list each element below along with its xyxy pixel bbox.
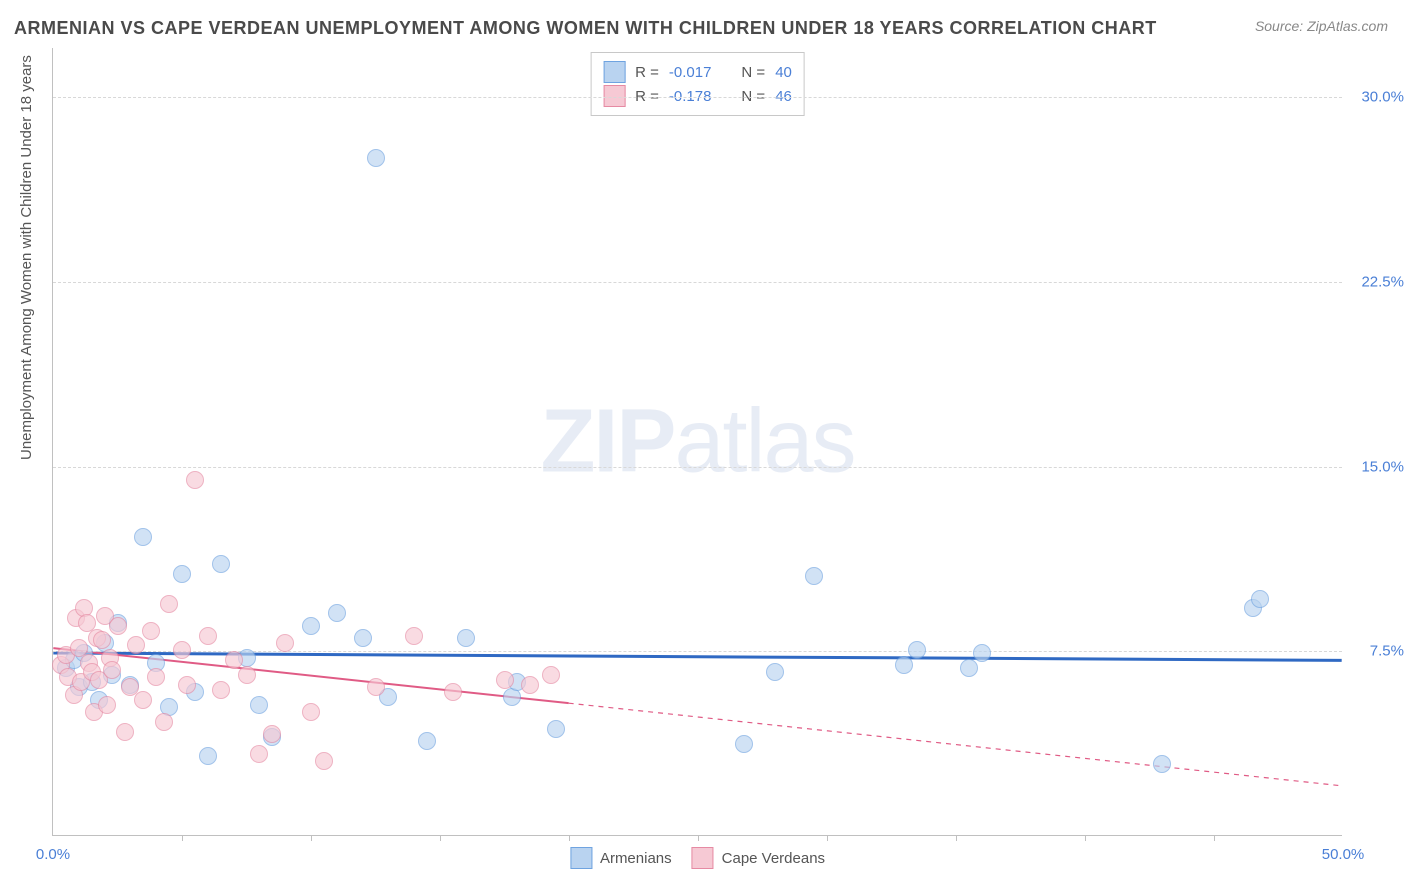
data-point (302, 617, 320, 635)
data-point (367, 678, 385, 696)
data-point (127, 636, 145, 654)
data-point (147, 668, 165, 686)
data-point (225, 651, 243, 669)
legend-label: Armenians (600, 850, 672, 867)
data-point (263, 725, 281, 743)
data-point (199, 627, 217, 645)
data-point (542, 666, 560, 684)
x-tick (440, 835, 441, 841)
legend-swatch (570, 847, 592, 869)
data-point (116, 723, 134, 741)
data-point (457, 629, 475, 647)
x-axis-min-label: 0.0% (36, 846, 70, 863)
data-point (134, 691, 152, 709)
legend-label: Cape Verdeans (722, 850, 825, 867)
x-tick (1214, 835, 1215, 841)
data-point (93, 631, 111, 649)
y-tick-label: 30.0% (1361, 89, 1404, 106)
legend-n-label: N = (741, 64, 765, 81)
scatter-plot-area: ZIPatlas R =-0.017N =40R =-0.178N =46 Ar… (52, 48, 1342, 836)
data-point (160, 595, 178, 613)
y-axis-label: Unemployment Among Women with Children U… (18, 55, 35, 460)
data-point (418, 732, 436, 750)
data-point (250, 696, 268, 714)
x-axis-max-label: 50.0% (1322, 846, 1365, 863)
data-point (98, 696, 116, 714)
data-point (496, 671, 514, 689)
data-point (973, 644, 991, 662)
data-point (960, 659, 978, 677)
legend-r-value: -0.178 (669, 88, 712, 105)
data-point (173, 641, 191, 659)
data-point (328, 604, 346, 622)
data-point (547, 720, 565, 738)
legend-row: R = -0.017 N = 40 (603, 61, 792, 83)
y-tick-label: 15.0% (1361, 458, 1404, 475)
data-point (908, 641, 926, 659)
legend-swatch (692, 847, 714, 869)
data-point (250, 745, 268, 763)
legend-r-label: R = (635, 64, 659, 81)
legend-r-value: -0.017 (669, 64, 712, 81)
data-point (367, 149, 385, 167)
legend-item: Cape Verdeans (692, 847, 825, 869)
legend-swatch (603, 61, 625, 83)
series-legend: Armenians Cape Verdeans (570, 847, 825, 869)
data-point (199, 747, 217, 765)
legend-n-value: 40 (775, 64, 792, 81)
x-tick (182, 835, 183, 841)
trend-line-dashed (569, 703, 1342, 786)
correlation-legend: R = -0.017 N = 40 R = -0.178 N = 46 (590, 52, 805, 116)
legend-row: R = -0.178 N = 46 (603, 85, 792, 107)
data-point (276, 634, 294, 652)
data-point (212, 555, 230, 573)
x-tick (1085, 835, 1086, 841)
data-point (142, 622, 160, 640)
data-point (238, 666, 256, 684)
watermark: ZIPatlas (540, 390, 854, 493)
data-point (766, 663, 784, 681)
x-tick (311, 835, 312, 841)
data-point (354, 629, 372, 647)
data-point (186, 471, 204, 489)
data-point (521, 676, 539, 694)
data-point (735, 735, 753, 753)
y-tick-label: 22.5% (1361, 273, 1404, 290)
chart-title: ARMENIAN VS CAPE VERDEAN UNEMPLOYMENT AM… (14, 18, 1157, 39)
x-tick (569, 835, 570, 841)
legend-r-label: R = (635, 88, 659, 105)
x-tick (827, 835, 828, 841)
legend-item: Armenians (570, 847, 672, 869)
data-point (173, 565, 191, 583)
data-point (315, 752, 333, 770)
data-point (302, 703, 320, 721)
data-point (895, 656, 913, 674)
data-point (109, 617, 127, 635)
data-point (155, 713, 173, 731)
data-point (1251, 590, 1269, 608)
data-point (103, 661, 121, 679)
grid-line (53, 282, 1342, 283)
data-point (212, 681, 230, 699)
data-point (805, 567, 823, 585)
data-point (134, 528, 152, 546)
grid-line (53, 97, 1342, 98)
y-tick-label: 7.5% (1370, 643, 1404, 660)
x-tick (956, 835, 957, 841)
data-point (1153, 755, 1171, 773)
data-point (444, 683, 462, 701)
trend-lines-layer (53, 48, 1342, 835)
source-attribution: Source: ZipAtlas.com (1255, 18, 1388, 34)
grid-line (53, 467, 1342, 468)
x-tick (698, 835, 699, 841)
legend-n-value: 46 (775, 88, 792, 105)
legend-swatch (603, 85, 625, 107)
data-point (178, 676, 196, 694)
data-point (405, 627, 423, 645)
legend-n-label: N = (741, 88, 765, 105)
